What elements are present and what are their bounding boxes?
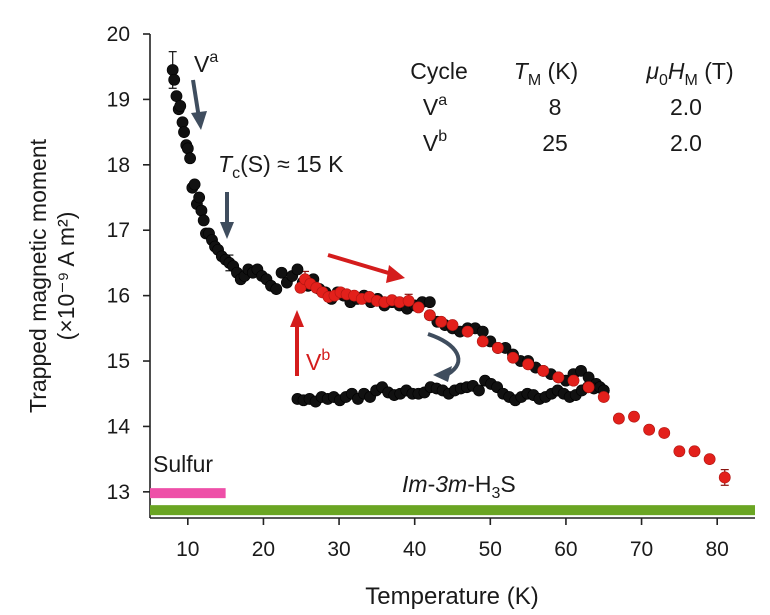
data-point-vb [582, 381, 595, 394]
data-point-vb [567, 374, 580, 387]
reference-bars [150, 488, 755, 516]
table-header-mu0hm: μ0HM (T) [645, 58, 733, 89]
data-point-vb [507, 351, 519, 364]
vb-up-arrow [290, 310, 304, 376]
y-tick-label: 20 [107, 23, 130, 46]
vb-label: Vb [306, 347, 330, 375]
va-label: Va [194, 49, 218, 77]
table-row-vb-cycle: Vb [423, 128, 447, 156]
data-point-va [174, 100, 187, 112]
data-points [166, 64, 731, 484]
y-tick-label: 18 [107, 154, 130, 177]
data-point-va [193, 191, 206, 204]
h3s-label: Im-3m-H3S [402, 471, 516, 502]
data-point-vb-black [473, 384, 485, 397]
va-arrow [191, 79, 207, 130]
tc-arrow [220, 192, 234, 239]
data-point-va [195, 204, 208, 217]
axis-ticks: 10 20 30 40 50 60 70 80 13 14 15 16 17 18 19 20 [107, 23, 729, 561]
data-point-va [275, 266, 288, 279]
y-tick-label: 19 [107, 88, 130, 111]
data-point-vb [628, 410, 640, 423]
axes [149, 34, 755, 519]
x-tick-label: 30 [327, 538, 350, 561]
data-point-va [184, 152, 196, 165]
data-point-vb [643, 423, 656, 436]
data-point-va [270, 283, 283, 295]
x-tick-label: 40 [403, 538, 426, 561]
sulfur-label: Sulfur [153, 451, 213, 477]
data-point-va [291, 263, 304, 276]
inset-table: Cycle TM (K) μ0HM (T) Va 8 2.0 Vb 25 2.0 [410, 58, 733, 156]
curved-arrow [427, 332, 461, 382]
data-point-va [181, 142, 194, 155]
data-point-va [178, 126, 190, 139]
data-point-vb [703, 453, 716, 466]
data-point-vb [537, 364, 550, 377]
y-tick-label: 16 [107, 285, 130, 308]
x-axis-label: Temperature (K) [365, 583, 538, 610]
data-point-vb [435, 315, 448, 328]
data-point-vb [658, 427, 671, 439]
y-tick-label: 17 [107, 219, 130, 242]
data-point-va [166, 64, 179, 76]
data-point-vb [461, 325, 474, 338]
x-tick-label: 50 [479, 538, 502, 561]
y-tick-label: 14 [107, 415, 131, 438]
data-point-vb [412, 301, 425, 314]
x-tick-label: 20 [252, 538, 275, 561]
data-point-vb [476, 335, 489, 348]
data-point-vb [612, 412, 625, 425]
x-tick-label: 80 [706, 538, 729, 561]
y-axis-label-line2: (×10⁻⁹ A m²) [53, 212, 79, 341]
x-tick-label: 70 [630, 538, 653, 561]
data-point-vb [673, 445, 686, 458]
table-row-vb-hm: 2.0 [670, 130, 702, 156]
data-point-vb [597, 391, 610, 403]
data-point-va [168, 73, 181, 86]
data-point-va-lower [575, 364, 587, 377]
sulfur-bar [150, 488, 226, 499]
y-tick-label: 15 [107, 350, 130, 373]
data-point-vb [688, 445, 701, 458]
data-point-va [188, 178, 201, 191]
table-row-va-hm: 2.0 [670, 94, 702, 120]
heating-direction-arrow [327, 253, 405, 283]
table-row-va-tm: 8 [549, 94, 562, 120]
x-tick-label: 10 [176, 538, 199, 561]
table-header-cycle: Cycle [410, 58, 468, 84]
table-row-va-cycle: Va [423, 92, 447, 120]
data-point-va [423, 296, 436, 309]
data-point-vb [522, 358, 535, 371]
data-point-va [176, 116, 189, 129]
tc-label: Tc(S) ≈ 15 K [218, 151, 344, 182]
data-point-vb [423, 309, 436, 322]
table-header-tm: TM (K) [514, 58, 578, 89]
data-point-vb [552, 371, 565, 384]
data-point-vb [491, 342, 504, 354]
data-point-vb [402, 294, 415, 307]
x-tick-label: 60 [554, 538, 577, 561]
data-point-va [197, 214, 210, 227]
h3s-bar [150, 505, 755, 516]
data-point-vb [446, 319, 459, 331]
data-point-vb [718, 471, 731, 484]
table-row-vb-tm: 25 [542, 130, 568, 156]
y-axis-label-line1: Trapped magnetic moment [25, 138, 51, 413]
y-tick-label: 13 [107, 481, 130, 504]
